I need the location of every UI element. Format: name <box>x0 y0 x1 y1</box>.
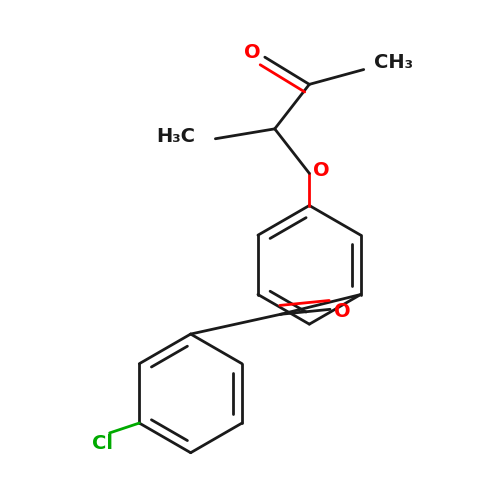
Text: O: O <box>334 302 351 322</box>
Text: H₃C: H₃C <box>156 127 196 146</box>
Text: Cl: Cl <box>92 434 112 454</box>
Text: O: O <box>314 162 330 180</box>
Text: O: O <box>244 42 261 62</box>
Text: CH₃: CH₃ <box>374 52 412 72</box>
